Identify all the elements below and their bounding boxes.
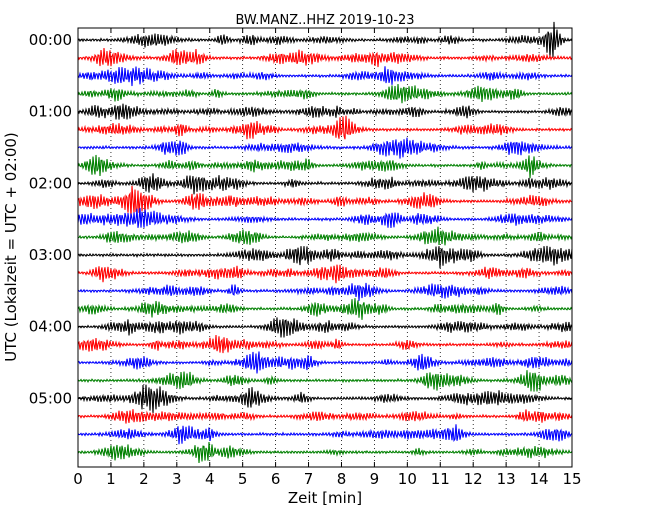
seismic-traces	[77, 21, 573, 463]
x-tick-label: 14	[530, 470, 549, 488]
x-tick-label: 12	[464, 470, 483, 488]
trace-line	[77, 103, 573, 120]
y-tick-label: 01:00	[29, 103, 72, 121]
y-axis-label: UTC (Lokalzeit = UTC + 02:00)	[2, 132, 20, 362]
x-tick-label: 3	[172, 470, 182, 488]
plot-frame	[77, 27, 573, 468]
x-tick-label: 6	[271, 470, 281, 488]
trace-line	[77, 335, 573, 354]
x-tick-label: 9	[370, 470, 380, 488]
trace-line	[77, 424, 573, 445]
x-tick-label: 2	[139, 470, 149, 488]
x-tick-label: 7	[304, 470, 314, 488]
trace-line	[77, 185, 573, 218]
trace-line	[77, 47, 573, 68]
trace-line	[77, 137, 573, 159]
trace-line	[77, 154, 573, 179]
y-tick-label: 03:00	[29, 246, 72, 264]
trace-line	[77, 66, 573, 87]
x-tick-label: 13	[497, 470, 516, 488]
chart-title: BW.MANZ..HHZ 2019-10-23	[235, 13, 414, 28]
y-tick-label: 00:00	[29, 31, 72, 49]
trace-line	[77, 317, 573, 338]
trace-line	[77, 115, 573, 140]
trace-line	[77, 370, 573, 392]
trace-line	[77, 84, 573, 104]
trace-line	[77, 245, 573, 269]
trace-line	[77, 351, 573, 374]
y-tick-label: 04:00	[29, 318, 72, 336]
x-tick-label: 4	[205, 470, 215, 488]
x-tick-label: 0	[73, 470, 83, 488]
trace-line	[77, 207, 573, 228]
trace-line	[77, 226, 573, 246]
trace-line	[77, 442, 573, 463]
y-tick-label: 05:00	[29, 389, 72, 407]
x-axis-ticks: 0 1 2 3 4 5 6 7 8 9 10 11 12 13 14 15	[73, 28, 582, 488]
x-tick-label: 10	[398, 470, 417, 488]
trace-line	[77, 21, 573, 58]
x-tick-label: 15	[562, 470, 581, 488]
y-axis-ticks: 00:00 01:00 02:00 03:00 04:00 05:00	[29, 31, 572, 407]
x-axis-label: Zeit [min]	[288, 489, 362, 507]
x-tick-label: 11	[431, 470, 450, 488]
y-tick-label: 02:00	[29, 174, 72, 192]
trace-line	[77, 298, 573, 320]
x-tick-label: 8	[337, 470, 347, 488]
x-tick-label: 1	[106, 470, 116, 488]
trace-line	[77, 409, 573, 424]
trace-line	[77, 384, 573, 414]
trace-line	[77, 264, 573, 284]
trace-line	[77, 282, 573, 301]
trace-line	[77, 173, 573, 195]
x-tick-label: 5	[238, 470, 248, 488]
